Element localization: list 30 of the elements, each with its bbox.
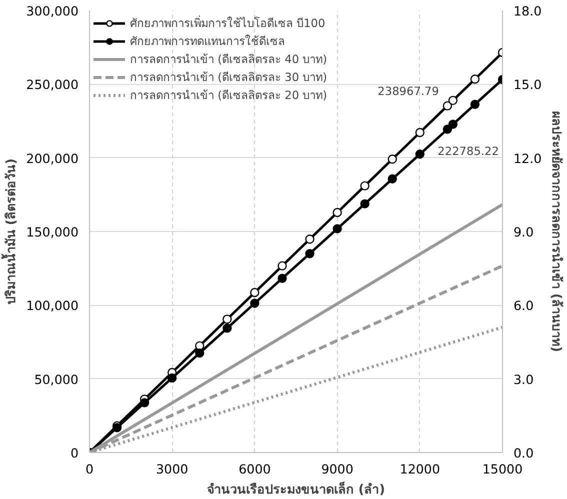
- y-tick-label: 250,000: [26, 77, 79, 92]
- x-tick-label: 0: [85, 462, 94, 476]
- y2-axis-title: ผลประหยัดจากการลดการนำเข้า (ล้านบาท): [550, 111, 565, 352]
- y2-tick-label: 6.0: [514, 298, 534, 314]
- legend-label: ศักยภาพการเพิ่มการใช้ไบโอดีเซล บี100: [130, 14, 326, 32]
- y-tick-label: 200,000: [26, 150, 79, 166]
- legend-label: การลดการนำเข้า (ดีเซลลิตรละ 20 บาท): [130, 87, 328, 104]
- x-tick-label: 15000: [482, 462, 523, 476]
- y2-tick-label: 18.0: [514, 4, 542, 18]
- x-tick-label: 3000: [156, 462, 188, 476]
- y2-tick-label: 0.0: [514, 446, 534, 460]
- y-tick-label: 0: [70, 446, 79, 460]
- y-tick-label: 300,000: [26, 4, 79, 18]
- x-axis-title: จำนวนเรือประมงขนาดเล็ก (ลำ): [207, 482, 385, 496]
- y2-tick-label: 12.0: [514, 150, 542, 166]
- legend-label: ศักยภาพการทดแทนการใช้ดีเซล: [130, 33, 285, 50]
- x-tick-label: 9000: [321, 462, 354, 476]
- y-tick-label: 150,000: [26, 224, 79, 240]
- y2-tick-label: 15.0: [514, 77, 542, 92]
- legend-label: การลดการนำเข้า (ดีเซลลิตรละ 40 บาท): [130, 51, 328, 68]
- legend-label: การลดการนำเข้า (ดีเซลลิตรละ 30 บาท): [130, 69, 328, 86]
- y2-tick-label: 9.0: [514, 224, 534, 240]
- annotation: 238967.79: [378, 84, 439, 98]
- x-tick-label: 6000: [238, 462, 271, 476]
- annotation: 222785.22: [438, 144, 499, 158]
- x-tick-label: 12000: [400, 462, 440, 476]
- y-axis-title: ปริมาณน้ำมัน (ลิตรต่อวัน): [1, 158, 18, 304]
- y2-tick-label: 3.0: [514, 372, 534, 387]
- y-tick-label: 100,000: [26, 298, 79, 314]
- y-tick-label: 50,000: [34, 372, 79, 387]
